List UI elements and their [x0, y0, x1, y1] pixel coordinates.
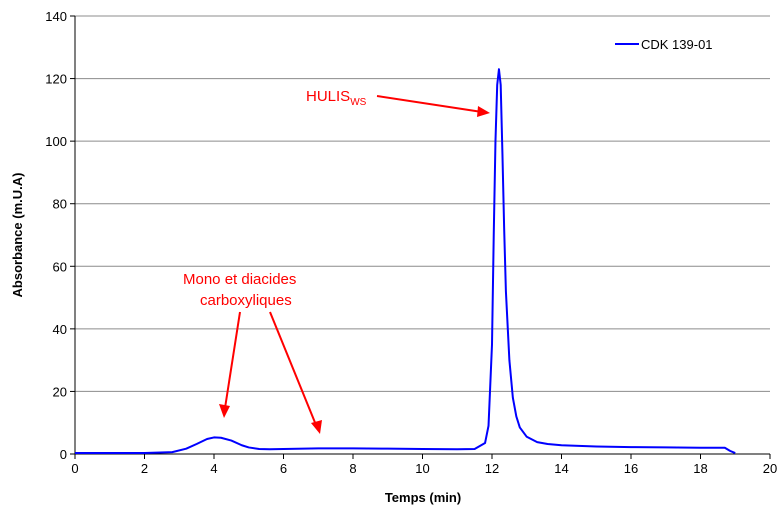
annotation-hulis-main: HULIS	[306, 88, 350, 105]
y-tick-label-20: 20	[53, 384, 67, 399]
series-line-0	[75, 69, 735, 453]
y-tick-labels: 0 20 40 60 80 100 120 140	[45, 9, 67, 462]
x-tick-label-4: 4	[210, 461, 217, 476]
x-tick-label-10: 10	[415, 461, 429, 476]
y-tick-label-0: 0	[60, 447, 67, 462]
y-axis-title: Absorbance (m.U.A)	[10, 173, 25, 298]
series-group	[75, 69, 735, 453]
annotation-acids-arrow-1	[225, 312, 240, 408]
x-tick-label-12: 12	[485, 461, 499, 476]
x-tick-label-2: 2	[141, 461, 148, 476]
x-tick-label-18: 18	[693, 461, 707, 476]
annotation-acids-arrowhead-1	[219, 404, 230, 418]
x-axis-title: Temps (min)	[385, 490, 461, 505]
legend: CDK 139-01	[615, 37, 713, 52]
y-tick-label-120: 120	[45, 72, 67, 87]
y-tick-label-140: 140	[45, 9, 67, 24]
gridlines	[75, 16, 770, 391]
x-tick-labels: 0 2 4 6 8 10 12 14 16 18 20	[71, 461, 777, 476]
x-tick-label-8: 8	[349, 461, 356, 476]
annotation-hulis-arrow	[377, 96, 482, 112]
x-tick-label-16: 16	[624, 461, 638, 476]
y-tick-label-80: 80	[53, 197, 67, 212]
annotation-acids-line-1: Mono et diacides	[183, 271, 296, 288]
y-tick-label-60: 60	[53, 259, 67, 274]
y-tick-label-100: 100	[45, 134, 67, 149]
annotation-hulis-arrowhead	[477, 106, 490, 117]
axes	[70, 16, 770, 459]
x-tick-label-6: 6	[280, 461, 287, 476]
annotation-hulis: HULISWS	[306, 88, 367, 108]
x-tick-label-0: 0	[71, 461, 78, 476]
annotation-hulis-sub: WS	[350, 97, 366, 108]
annotation-acids-line-2: carboxyliques	[200, 292, 292, 309]
y-tick-label-40: 40	[53, 322, 67, 337]
annotation-acids-arrowhead-2	[311, 420, 322, 434]
annotations: HULISWS Mono et diacides carboxyliques	[183, 88, 490, 434]
x-tick-label-14: 14	[554, 461, 568, 476]
legend-label: CDK 139-01	[641, 37, 713, 52]
x-tick-label-20: 20	[763, 461, 777, 476]
